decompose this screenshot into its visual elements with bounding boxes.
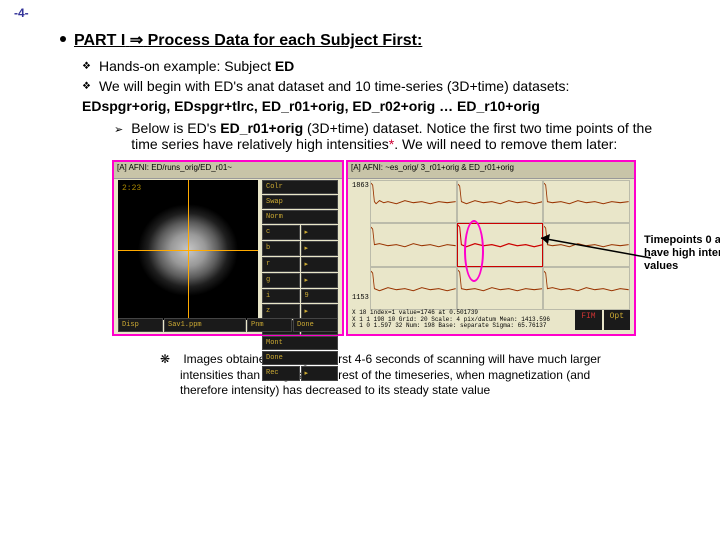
mont-button[interactable]: Mont: [262, 336, 338, 350]
arrow-button[interactable]: ▸: [301, 304, 339, 319]
b-button[interactable]: b: [262, 241, 300, 256]
annotation-text: Timepoints 0 and 1 have high intensity v…: [644, 234, 720, 274]
afni-image-window: [A] AFNI: ED/runs_orig/ED_r01~ 2:23 Colr…: [112, 160, 344, 336]
heading-prefix: PART I: [74, 32, 125, 49]
arrow-button[interactable]: ▸: [301, 273, 339, 288]
afni-graph-window: [A] AFNI: ~es_orig/ 3_r01+orig & ED_r01+…: [346, 160, 636, 336]
crosshair-v: [188, 180, 189, 320]
heading-arrow: ⇒: [130, 32, 143, 49]
y-top-label: 1863: [352, 182, 369, 190]
sub-item: ❖ We will begin with ED's anat dataset a…: [82, 78, 680, 94]
arrow-button[interactable]: ▸: [301, 366, 339, 381]
graph-cell: [370, 223, 457, 266]
norm-button[interactable]: Norm: [262, 210, 338, 224]
page-title: PART I ⇒ Process Data for each Subject F…: [74, 30, 422, 50]
bottom-buttons: Disp Sav1.ppm Pnm Done: [118, 318, 338, 332]
graph-bottom-bar: X 18 index=1 value=1746 at 0.501739 X 1 …: [352, 310, 630, 330]
sub-text: We will begin with ED's anat dataset and…: [99, 78, 569, 94]
sub-item: ❖ Hands-on example: Subject ED: [82, 58, 680, 74]
slide-content: PART I ⇒ Process Data for each Subject F…: [0, 20, 720, 399]
heading-rest: Process Data for each Subject First:: [148, 32, 423, 49]
y-bot-label: 1153: [352, 294, 369, 302]
sub-text-bold: ED: [275, 58, 294, 74]
rec-button[interactable]: Rec: [262, 366, 300, 381]
highlight-oval: [464, 220, 484, 282]
save-button[interactable]: Sav1.ppm: [164, 318, 246, 332]
i-button[interactable]: i: [262, 289, 300, 303]
flower-icon: ❋: [160, 352, 172, 368]
sub2-text: Below is ED's ED_r01+orig (3D+time) data…: [131, 120, 680, 152]
t: Below is ED's: [131, 120, 220, 136]
coords-label: 2:23: [122, 184, 141, 193]
graph-cell: [543, 267, 630, 310]
footer-text: Images obtained during the first 4-6 sec…: [180, 352, 601, 397]
arrow-button[interactable]: ▸: [301, 241, 339, 256]
sub2-item: ➢ Below is ED's ED_r01+orig (3D+time) da…: [114, 120, 680, 152]
datasets-list: EDspgr+orig, EDspgr+tlrc, ED_r01+orig, E…: [82, 98, 680, 114]
r-button[interactable]: r: [262, 257, 300, 272]
window-titlebar: [A] AFNI: ED/runs_orig/ED_r01~: [114, 162, 342, 179]
opt-button[interactable]: Opt: [604, 310, 630, 330]
done-button[interactable]: Done: [293, 318, 338, 332]
chevron-icon: ➢: [114, 123, 123, 136]
screenshots-row: [A] AFNI: ED/runs_orig/ED_r01~ 2:23 Colr…: [112, 160, 680, 336]
graph-cell: [543, 180, 630, 223]
graph-grid: [370, 180, 630, 310]
graph-cell: [543, 223, 630, 266]
t: ED_r01+orig: [220, 120, 303, 136]
heading-row: PART I ⇒ Process Data for each Subject F…: [60, 30, 680, 50]
footer-note: ❋ Images obtained during the first 4-6 s…: [180, 352, 620, 399]
sub-text-pre: Hands-on example: Subject: [99, 58, 275, 74]
g-button[interactable]: g: [262, 273, 300, 288]
graph-area: [370, 180, 630, 310]
bullet-icon: [60, 36, 66, 42]
side-buttons: Colr Swap Norm c ▸ b ▸ r ▸ g ▸: [262, 180, 338, 381]
diamond-icon: ❖: [82, 61, 91, 72]
nine-button[interactable]: 9: [301, 289, 339, 303]
graph-cell: [457, 180, 544, 223]
arrow-button[interactable]: ▸: [301, 257, 339, 272]
pnm-button[interactable]: Pnm: [247, 318, 292, 332]
c-button[interactable]: c: [262, 225, 300, 240]
sub2: ➢ Below is ED's ED_r01+orig (3D+time) da…: [114, 120, 680, 152]
colr-button[interactable]: Colr: [262, 180, 338, 194]
diamond-icon: ❖: [82, 81, 91, 92]
z-button[interactable]: z: [262, 304, 300, 319]
t: . We will need to remove them later:: [394, 136, 617, 152]
page-number: -4-: [0, 0, 720, 20]
info-line: X 1 0 1.597 32 Num: 198 Base: separate S…: [352, 323, 573, 330]
sub-text: Hands-on example: Subject ED: [99, 58, 294, 74]
done-button[interactable]: Done: [262, 351, 338, 365]
fim-button[interactable]: FIM: [575, 310, 601, 330]
window-titlebar: [A] AFNI: ~es_orig/ 3_r01+orig & ED_r01+…: [348, 162, 634, 179]
swap-button[interactable]: Swap: [262, 195, 338, 209]
brain-viewport: 2:23: [118, 180, 258, 320]
arrow-button[interactable]: ▸: [301, 225, 339, 240]
subpoints: ❖ Hands-on example: Subject ED ❖ We will…: [82, 58, 680, 152]
graph-info: X 18 index=1 value=1746 at 0.501739 X 1 …: [352, 310, 573, 330]
graph-cell: [370, 267, 457, 310]
graph-cell: [370, 180, 457, 223]
disp-button[interactable]: Disp: [118, 318, 163, 332]
